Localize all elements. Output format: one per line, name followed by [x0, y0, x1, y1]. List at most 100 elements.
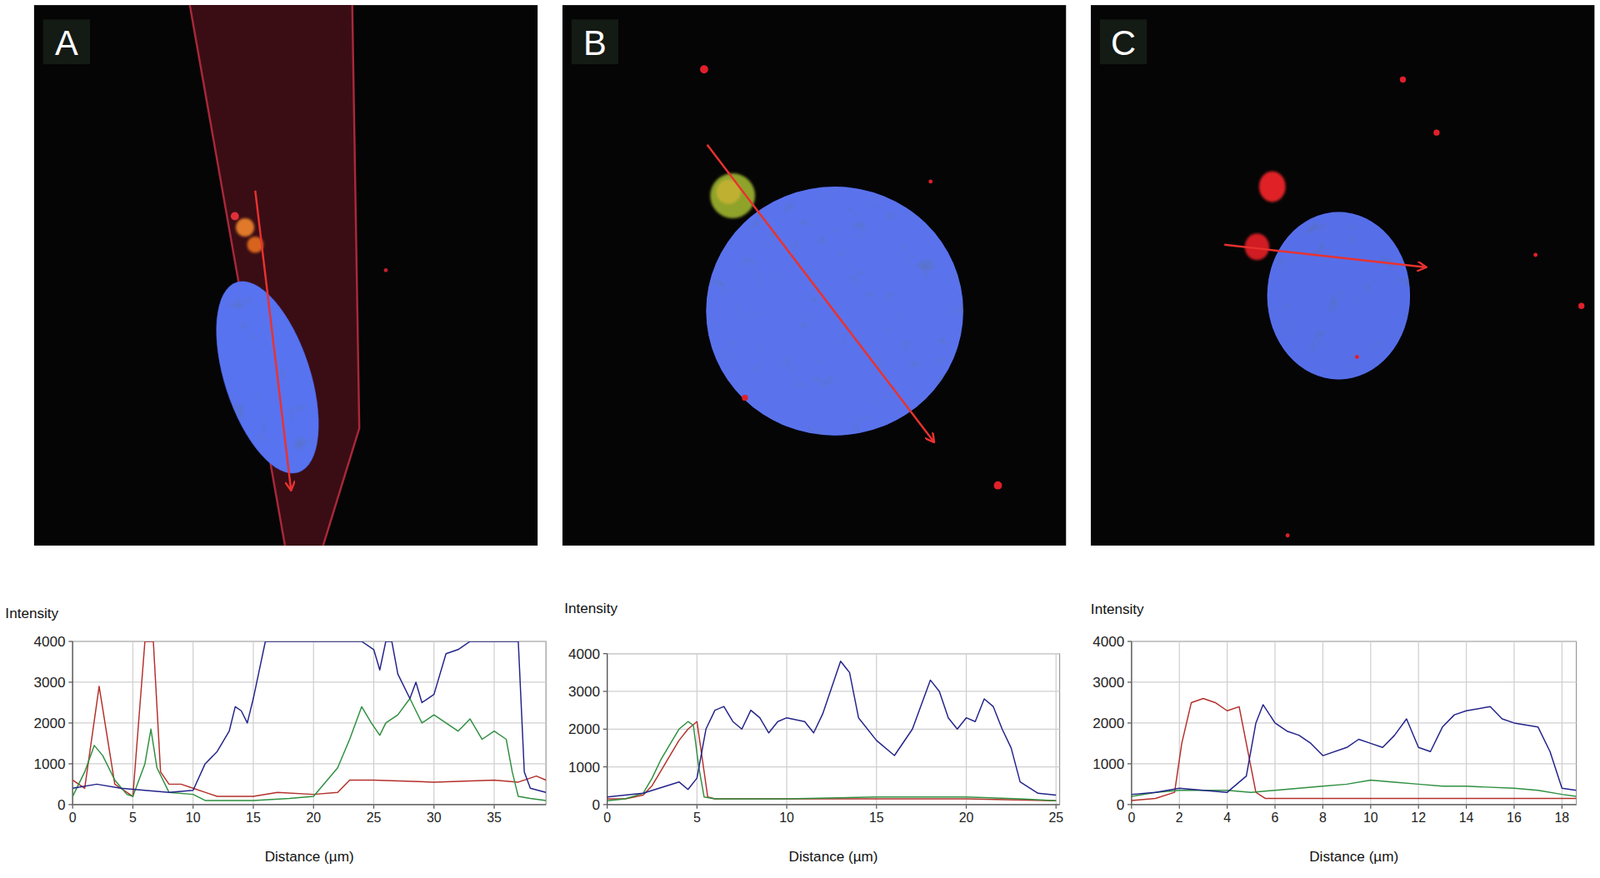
grid-line [1131, 640, 1577, 642]
y-tick-label: 3000 [1092, 674, 1125, 691]
nucleus-texture [1267, 212, 1410, 380]
x-tick-label: 0 [69, 810, 77, 825]
tick-mark [603, 804, 608, 805]
tick-mark [68, 722, 73, 724]
grid-line [607, 804, 1060, 805]
tick-mark [1226, 805, 1228, 810]
panel-label-box [43, 19, 90, 65]
spot [710, 173, 755, 219]
intensity-line [607, 721, 1057, 801]
y-tick-label: 4000 [33, 633, 65, 650]
x-tick-label: 8 [1319, 810, 1327, 825]
tick-mark [606, 805, 608, 810]
y-axis-line [606, 654, 608, 805]
intensity-line [1131, 705, 1577, 795]
tick-mark [603, 690, 608, 692]
y-tick-label: 3000 [568, 683, 600, 700]
y-tick-label: 2000 [568, 720, 600, 738]
spot [700, 65, 709, 74]
series-group [607, 661, 1057, 802]
x-tick-label: 25 [1048, 810, 1064, 825]
tick-mark [68, 681, 73, 683]
panel-label-box [571, 19, 619, 65]
intensity-line [1131, 780, 1577, 797]
x-tick-label: 25 [366, 810, 382, 825]
grid-line [72, 681, 546, 683]
grid-line [72, 804, 546, 805]
micrograph [34, 5, 539, 546]
x-tick-label: 0 [603, 810, 611, 825]
spot [384, 268, 389, 273]
plot-frame [1131, 641, 1577, 805]
tick-mark [603, 729, 608, 730]
x-tick-label: 16 [1506, 810, 1522, 825]
grid-line [72, 722, 546, 724]
grid-line [1131, 763, 1577, 765]
intensity-line [72, 641, 546, 797]
x-tick-label: 12 [1410, 810, 1426, 825]
tick-mark [1418, 805, 1420, 810]
panel-label: A [55, 23, 79, 63]
tick-mark [1055, 805, 1057, 810]
x-tick-label: 18 [1555, 810, 1570, 825]
x-tick-label: 14 [1459, 810, 1475, 825]
tick-mark [1465, 805, 1467, 810]
spot [1578, 303, 1585, 310]
y-tick-label: 2000 [33, 715, 65, 732]
spot [235, 218, 255, 237]
x-axis-line [1131, 804, 1577, 805]
intensity-line [607, 721, 1057, 801]
tick-mark [1127, 804, 1132, 805]
panel-label: B [583, 23, 607, 63]
tick-mark [875, 805, 877, 810]
cell-outline [189, 5, 360, 546]
tick-mark [68, 763, 73, 765]
tick-mark [132, 805, 134, 810]
tick-mark [1127, 763, 1132, 765]
spot [1400, 76, 1406, 83]
y-tick-label: 0 [57, 796, 66, 814]
intensity-line [72, 699, 546, 801]
grid-line [607, 653, 1060, 655]
nucleus [1267, 212, 1410, 380]
y-tick-label: 4000 [1092, 633, 1125, 650]
profile-chart: 0510152025303501000200030004000Intensity… [5, 605, 546, 866]
tick-mark [68, 640, 73, 642]
image-background [1090, 5, 1595, 546]
y-tick-label: 1000 [568, 759, 600, 776]
profile-chart: 02468101214161801000200030004000Intensit… [1090, 600, 1577, 865]
intensity-line [607, 661, 1057, 798]
spot [741, 395, 748, 401]
grid-line [1131, 722, 1577, 724]
spot [1355, 355, 1360, 360]
x-axis-line [607, 804, 1060, 805]
figure: A0510152025303501000200030004000Intensit… [0, 0, 1600, 878]
grid-line [607, 690, 1060, 692]
tick-mark [1127, 640, 1132, 642]
tick-mark [1370, 805, 1371, 810]
tick-mark [603, 766, 608, 768]
micrograph [562, 5, 1067, 546]
grid-line [1131, 804, 1577, 805]
x-tick-label: 0 [1127, 810, 1135, 825]
x-axis-label: Distance (µm) [789, 848, 879, 865]
x-tick-label: 4 [1223, 810, 1231, 825]
spot [1533, 253, 1538, 258]
y-tick-label: 0 [1116, 796, 1125, 814]
tick-mark [965, 805, 967, 810]
tick-mark [373, 805, 375, 810]
panel-label: C [1110, 23, 1136, 63]
y-axis-label: Intensity [1090, 600, 1145, 618]
spot [230, 212, 240, 221]
tick-mark [603, 653, 608, 655]
panel-label-box [1100, 19, 1147, 65]
tick-mark [1274, 805, 1275, 810]
y-tick-label: 0 [592, 796, 601, 814]
tick-mark [785, 805, 787, 810]
x-axis-label: Distance (µm) [1309, 848, 1399, 865]
y-axis-label: Intensity [564, 600, 618, 617]
image-background [562, 5, 1067, 546]
tick-mark [72, 805, 74, 810]
profile-arrow [707, 145, 935, 442]
tick-mark [1322, 805, 1324, 810]
